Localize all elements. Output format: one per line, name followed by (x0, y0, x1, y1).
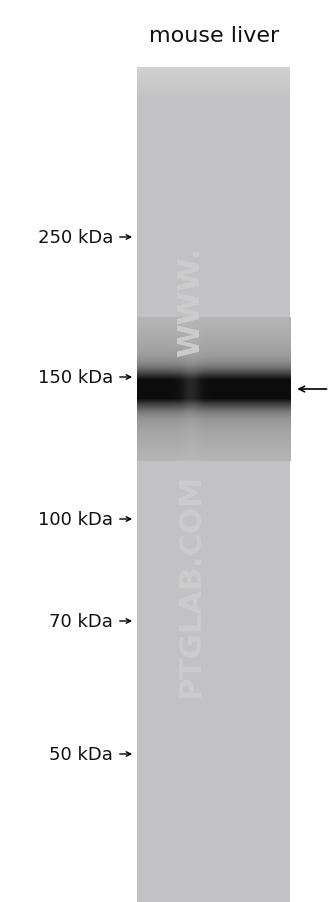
Bar (137, 92, 290, 94)
Bar (137, 68, 290, 70)
Text: 250 kDa: 250 kDa (38, 229, 113, 247)
Bar (137, 90, 290, 92)
Bar (137, 70, 290, 72)
Text: 150 kDa: 150 kDa (38, 369, 113, 387)
Bar (137, 76, 290, 78)
Bar (137, 78, 290, 80)
Text: PTGLAB.COM: PTGLAB.COM (176, 473, 205, 697)
Bar (137, 96, 290, 98)
Text: 70 kDa: 70 kDa (49, 612, 113, 630)
Text: WWW.: WWW. (176, 246, 205, 356)
Bar (137, 80, 290, 82)
Bar (137, 87, 290, 90)
Text: mouse liver: mouse liver (148, 26, 279, 46)
Text: 50 kDa: 50 kDa (49, 745, 113, 763)
Bar (137, 82, 290, 84)
Text: 100 kDa: 100 kDa (38, 511, 113, 529)
Bar (137, 68, 290, 902)
Bar (137, 84, 290, 86)
Bar (137, 72, 290, 74)
Bar (137, 94, 290, 96)
Bar (137, 86, 290, 87)
Bar (137, 74, 290, 76)
